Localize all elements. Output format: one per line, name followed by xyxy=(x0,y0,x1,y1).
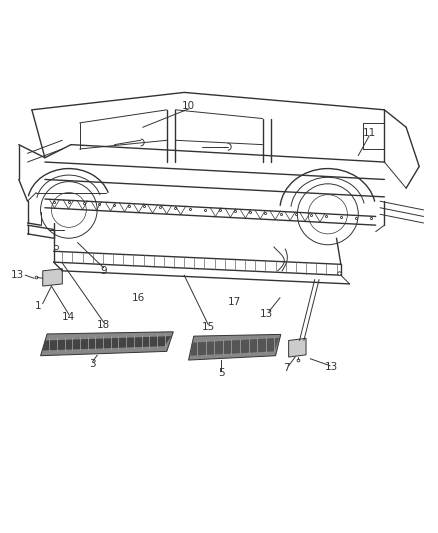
Text: 10: 10 xyxy=(182,101,195,111)
Text: 17: 17 xyxy=(228,297,241,307)
Polygon shape xyxy=(43,336,171,351)
Text: 7: 7 xyxy=(283,363,290,373)
Text: 14: 14 xyxy=(62,312,75,322)
Text: 13: 13 xyxy=(11,270,24,280)
Polygon shape xyxy=(41,332,173,356)
Polygon shape xyxy=(289,338,306,357)
Polygon shape xyxy=(43,269,62,286)
Text: 13: 13 xyxy=(260,309,273,319)
Text: 3: 3 xyxy=(89,359,96,369)
Text: 15: 15 xyxy=(201,322,215,333)
Text: 1: 1 xyxy=(35,301,42,311)
Text: 16: 16 xyxy=(132,293,145,303)
Polygon shape xyxy=(188,334,281,360)
Text: 13: 13 xyxy=(325,362,338,373)
Text: 11: 11 xyxy=(363,128,376,138)
Text: 5: 5 xyxy=(218,368,225,378)
Text: 18: 18 xyxy=(97,320,110,330)
Polygon shape xyxy=(191,338,279,356)
Text: 9: 9 xyxy=(100,266,107,276)
